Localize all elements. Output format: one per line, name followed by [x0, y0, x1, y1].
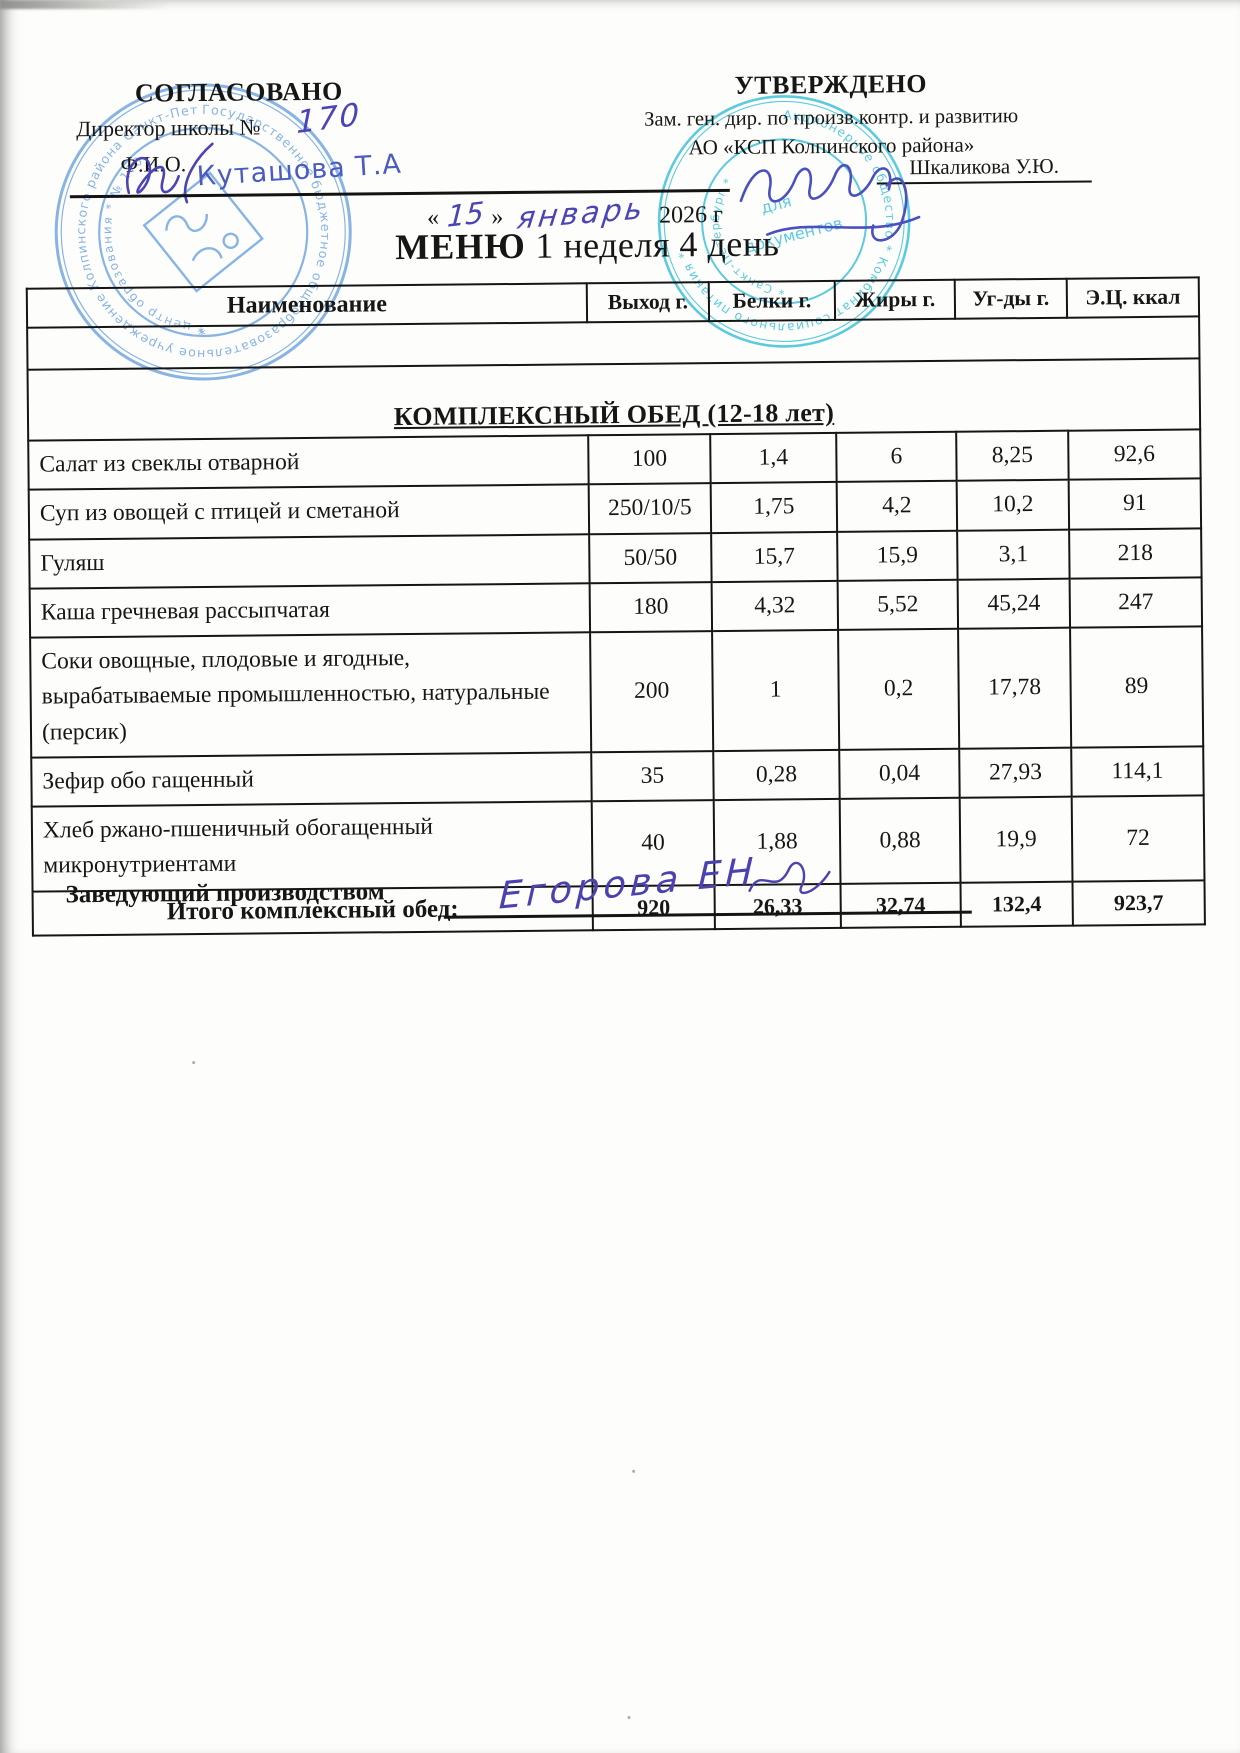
- dish-value: 100: [588, 434, 711, 485]
- col-header-protein: Белки г.: [708, 280, 836, 322]
- chef-label: Заведующий производством: [65, 878, 385, 909]
- dish-value: 6: [836, 431, 957, 483]
- col-header-carbs: Уг-ды г.: [954, 278, 1068, 319]
- dish-value: 89: [1070, 626, 1204, 748]
- dish-value: 1: [712, 629, 840, 751]
- dish-value: 15,9: [837, 530, 958, 581]
- dish-value: 27,93: [959, 747, 1072, 798]
- dish-name: Каша гречневая рассыпчатая: [29, 583, 591, 638]
- menu-row: Соки овощные, плодовые и ягодные, выраба…: [30, 626, 1204, 758]
- dish-value: 1,75: [710, 482, 838, 533]
- dish-value: 19,9: [959, 796, 1073, 883]
- dish-value: 0,2: [838, 628, 960, 750]
- dish-value: 72: [1071, 795, 1205, 882]
- stamp-shield-emblem: [142, 171, 264, 293]
- dish-value: 17,78: [958, 627, 1072, 749]
- deputy-line: Зам. ген. дир. по произв.контр. и развит…: [644, 105, 1019, 131]
- dish-value: 0,88: [839, 797, 961, 884]
- dish-value: 35: [591, 750, 714, 802]
- total-value: 923,7: [1072, 879, 1205, 926]
- scan-speck: [632, 1469, 636, 1473]
- company-round-stamp: Акционерное общество * Комбинат социальн…: [657, 95, 911, 348]
- dish-value: 91: [1068, 478, 1202, 530]
- dish-value: 3,1: [957, 529, 1070, 580]
- col-header-output: Выход г.: [586, 282, 710, 323]
- dish-value: 92,6: [1068, 429, 1201, 480]
- dish-value: 114,1: [1071, 746, 1204, 797]
- col-header-name: Наименование: [26, 283, 588, 328]
- dish-value: 1,4: [710, 432, 837, 484]
- dish-name: Салат из свеклы отварной: [28, 435, 589, 490]
- title-menu-word: МЕНЮ: [395, 225, 527, 268]
- dish-value: 247: [1069, 577, 1203, 628]
- dish-name: Соки овощные, плодовые и ягодные, выраба…: [30, 632, 592, 758]
- col-header-kcal: Э.Ц. ккал: [1066, 277, 1200, 318]
- section-title: КОМПЛЕКСНЫЙ ОБЕД (12-18 лет): [393, 397, 835, 432]
- scan-artifact-smudge: [0, 0, 170, 9]
- dish-value: 8,25: [956, 430, 1069, 482]
- menu-table: Наименование Выход г. Белки г. Жиры г. У…: [26, 276, 1206, 936]
- chef-signature-flourish: [748, 861, 831, 895]
- dish-value: 218: [1069, 527, 1202, 579]
- dish-name: Зефир обо гащенный: [31, 752, 592, 807]
- total-value: 32,74: [840, 882, 961, 928]
- dish-value: 5,52: [837, 579, 959, 630]
- dish-value: 45,24: [957, 578, 1071, 629]
- approval-right-title: УТВЕРЖДЕНО: [734, 69, 928, 100]
- dish-value: 10,2: [956, 479, 1070, 531]
- dish-value: 250/10/5: [588, 483, 712, 534]
- dish-value: 15,7: [711, 531, 838, 582]
- dish-value: 4,2: [836, 481, 958, 532]
- dish-value: 0,28: [713, 749, 840, 801]
- dish-value: 4,32: [711, 580, 839, 632]
- total-value: 132,4: [960, 881, 1073, 927]
- dish-value: 200: [590, 631, 714, 753]
- title-subtitle: 1 неделя 4 день: [525, 223, 780, 266]
- col-header-fat: Жиры г.: [834, 279, 956, 320]
- school-round-stamp: Государственное бюджетное общеобразовате…: [48, 77, 352, 381]
- stamp-star: *: [198, 326, 206, 344]
- dish-name: Суп из овощей с птицей и сметаной: [28, 484, 590, 540]
- deputy-signature-stroke: [739, 164, 921, 242]
- dish-value: 50/50: [589, 532, 712, 584]
- section-title-row: КОМПЛЕКСНЫЙ ОБЕД (12-18 лет): [27, 358, 1201, 441]
- scan-speck: [192, 1061, 196, 1065]
- scan-speck: [627, 1715, 631, 1719]
- dish-name: Гуляш: [29, 533, 590, 589]
- dish-value: 0,04: [839, 748, 960, 799]
- dish-value: 180: [589, 581, 713, 633]
